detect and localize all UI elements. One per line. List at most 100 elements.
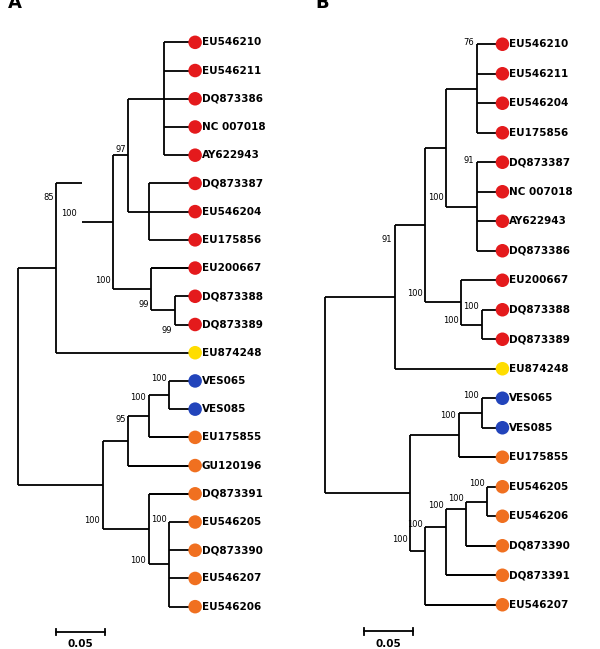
Text: 91: 91 bbox=[382, 235, 392, 244]
Text: 100: 100 bbox=[443, 315, 459, 324]
Text: EU546205: EU546205 bbox=[202, 517, 261, 527]
Text: 100: 100 bbox=[95, 276, 110, 286]
Point bbox=[497, 363, 507, 374]
Text: DQ873389: DQ873389 bbox=[509, 334, 570, 344]
Text: 100: 100 bbox=[464, 302, 479, 312]
Point bbox=[497, 600, 507, 610]
Point bbox=[190, 573, 200, 583]
Text: EU874248: EU874248 bbox=[509, 363, 568, 374]
Text: EU546207: EU546207 bbox=[202, 574, 261, 583]
Text: NC 007018: NC 007018 bbox=[509, 187, 572, 197]
Text: DQ873390: DQ873390 bbox=[509, 541, 570, 551]
Point bbox=[190, 291, 200, 302]
Text: 91: 91 bbox=[464, 156, 474, 165]
Text: 100: 100 bbox=[464, 391, 479, 400]
Point bbox=[497, 216, 507, 227]
Text: 76: 76 bbox=[463, 38, 474, 47]
Text: DQ873391: DQ873391 bbox=[509, 570, 570, 580]
Text: EU546205: EU546205 bbox=[509, 482, 568, 492]
Text: 100: 100 bbox=[428, 502, 443, 510]
Text: 99: 99 bbox=[139, 300, 149, 309]
Point bbox=[190, 235, 200, 245]
Point bbox=[190, 122, 200, 132]
Text: 95: 95 bbox=[115, 415, 126, 424]
Text: GU120196: GU120196 bbox=[202, 461, 262, 471]
Point bbox=[190, 347, 200, 358]
Text: 97: 97 bbox=[115, 145, 126, 154]
Text: 100: 100 bbox=[392, 535, 407, 544]
Text: EU175856: EU175856 bbox=[509, 128, 568, 138]
Point bbox=[190, 66, 200, 76]
Point bbox=[497, 393, 507, 404]
Point bbox=[190, 263, 200, 273]
Point bbox=[190, 517, 200, 527]
Text: VES065: VES065 bbox=[509, 393, 553, 403]
Text: DQ873387: DQ873387 bbox=[509, 157, 570, 167]
Point bbox=[497, 304, 507, 315]
Point bbox=[190, 432, 200, 443]
Text: 0.05: 0.05 bbox=[376, 639, 401, 648]
Text: A: A bbox=[8, 0, 22, 12]
Text: AY622943: AY622943 bbox=[202, 150, 259, 160]
Text: 100: 100 bbox=[85, 516, 100, 525]
Point bbox=[497, 128, 507, 138]
Point bbox=[190, 150, 200, 160]
Text: EU200667: EU200667 bbox=[202, 263, 261, 273]
Point bbox=[497, 541, 507, 551]
Text: VES085: VES085 bbox=[509, 422, 553, 433]
Text: EU546204: EU546204 bbox=[509, 98, 568, 108]
Text: VES065: VES065 bbox=[202, 376, 246, 386]
Point bbox=[497, 422, 507, 433]
Text: 85: 85 bbox=[43, 193, 54, 202]
Point bbox=[190, 376, 200, 386]
Text: EU175855: EU175855 bbox=[202, 432, 261, 443]
Text: EU546206: EU546206 bbox=[202, 602, 261, 611]
Point bbox=[190, 319, 200, 330]
Text: DQ873386: DQ873386 bbox=[202, 93, 263, 104]
Point bbox=[497, 452, 507, 463]
Point bbox=[190, 37, 200, 47]
Point bbox=[190, 178, 200, 189]
Point bbox=[190, 545, 200, 556]
Text: DQ873388: DQ873388 bbox=[509, 305, 570, 315]
Text: DQ873391: DQ873391 bbox=[202, 489, 262, 499]
Text: EU546206: EU546206 bbox=[509, 511, 568, 521]
Text: 100: 100 bbox=[131, 393, 146, 402]
Text: DQ873389: DQ873389 bbox=[202, 319, 262, 330]
Text: EU874248: EU874248 bbox=[202, 348, 261, 358]
Text: EU546204: EU546204 bbox=[202, 206, 261, 217]
Text: 100: 100 bbox=[151, 515, 167, 524]
Text: EU175855: EU175855 bbox=[509, 452, 568, 462]
Text: VES085: VES085 bbox=[202, 404, 246, 414]
Text: DQ873387: DQ873387 bbox=[202, 178, 263, 188]
Point bbox=[190, 489, 200, 499]
Point bbox=[190, 602, 200, 612]
Point bbox=[497, 334, 507, 345]
Point bbox=[190, 460, 200, 471]
Text: AY622943: AY622943 bbox=[509, 216, 567, 227]
Point bbox=[497, 186, 507, 197]
Text: 100: 100 bbox=[131, 556, 146, 565]
Text: EU546211: EU546211 bbox=[202, 66, 261, 75]
Text: 100: 100 bbox=[469, 480, 484, 488]
Point bbox=[190, 404, 200, 414]
Text: NC 007018: NC 007018 bbox=[202, 122, 265, 132]
Text: 100: 100 bbox=[448, 494, 464, 503]
Point bbox=[497, 69, 507, 79]
Point bbox=[497, 157, 507, 167]
Text: EU546210: EU546210 bbox=[202, 38, 261, 47]
Text: DQ873386: DQ873386 bbox=[509, 246, 570, 256]
Text: B: B bbox=[315, 0, 329, 12]
Text: 100: 100 bbox=[151, 374, 167, 383]
Point bbox=[497, 482, 507, 492]
Text: 100: 100 bbox=[428, 193, 443, 202]
Text: EU546211: EU546211 bbox=[509, 69, 568, 79]
Point bbox=[497, 511, 507, 521]
Point bbox=[190, 206, 200, 217]
Text: DQ873390: DQ873390 bbox=[202, 545, 262, 556]
Point bbox=[497, 98, 507, 108]
Point bbox=[497, 570, 507, 580]
Text: 0.05: 0.05 bbox=[68, 639, 94, 649]
Text: 100: 100 bbox=[407, 289, 423, 298]
Text: 100: 100 bbox=[61, 209, 77, 218]
